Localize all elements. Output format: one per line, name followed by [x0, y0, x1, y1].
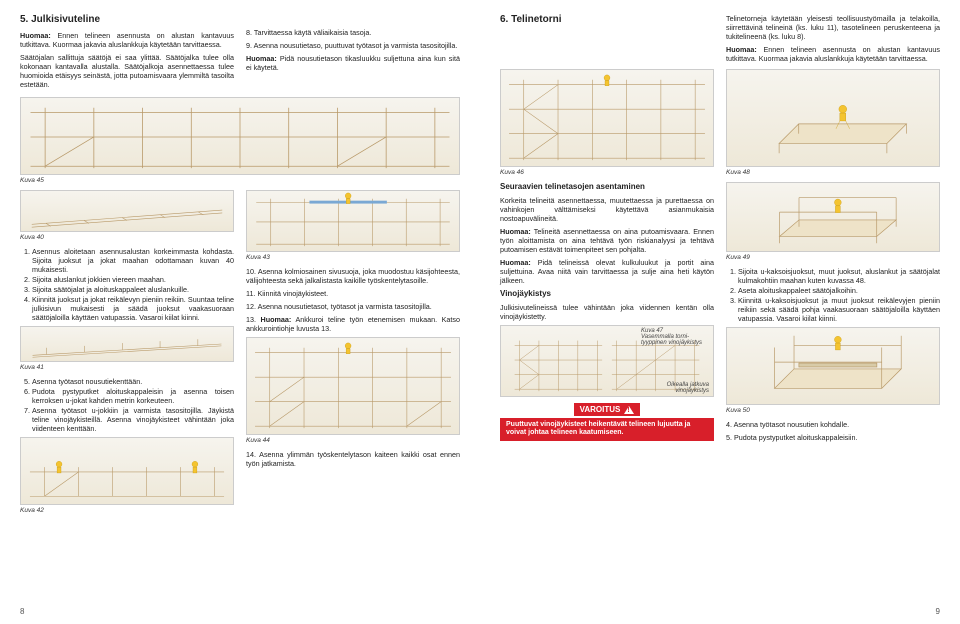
col-left-mid: Kuva 40 Asennus aloitetaan asennusalusta… — [20, 190, 234, 520]
col-right-top: 8. Tarvittaessa käytä väliaikaisia tasoj… — [246, 14, 460, 93]
top-columns-r: 6. Telinetorni Telinetorneja käytetään y… — [500, 14, 940, 67]
sec5-p5b: Pidä nousutietason tikasluukku suljettun… — [246, 54, 460, 72]
sec6-p7: 4. Asenna työtasot nousutien kohdalle. — [726, 420, 940, 429]
sec6-p5b: Pidä telineissä olevat kulkuluukut ja po… — [500, 258, 714, 285]
page-right: 6. Telinetorni Telinetorneja käytetään y… — [480, 0, 960, 624]
figure-49 — [726, 182, 940, 252]
sec5-p1: Huomaa: Ennen telineen asennusta on alus… — [20, 31, 234, 49]
sec6-p2: Huomaa: Ennen telineen asennusta on alus… — [726, 45, 940, 63]
figure-42 — [20, 437, 234, 505]
l2-6: Pudota pystyputket aloituskappaleisin ja… — [32, 387, 234, 405]
sec6-p3: Korkeita telineitä asennettaessa, muutet… — [500, 196, 714, 223]
caption-43: Kuva 43 — [246, 254, 460, 261]
sec6-h2: Seuraavien telinetasojen asentaminen — [500, 182, 714, 192]
page-left: 5. Julkisivuteline Huomaa: Ennen telinee… — [0, 0, 480, 624]
figure-44 — [246, 337, 460, 435]
top-columns: 5. Julkisivuteline Huomaa: Ennen telinee… — [20, 14, 460, 93]
sec6-p4b: Telineitä asennettaessa on aina putoamis… — [500, 227, 714, 254]
sec5-p9: 13. Huomaa: Ankkuroi teline työn etenemi… — [246, 315, 460, 333]
wrap-48: Kuva 48 — [726, 69, 940, 182]
sec5-list1: Asennus aloitetaan asennusalustan korkei… — [20, 247, 234, 322]
sec5-p4: 9. Asenna nousutietaso, puuttuvat työtas… — [246, 41, 460, 50]
warning-badge: VAROITUS — [574, 403, 641, 416]
caption-40: Kuva 40 — [20, 234, 234, 241]
warning-title: VAROITUS — [580, 405, 621, 414]
figure-43 — [246, 190, 460, 252]
col-left-top: 5. Julkisivuteline Huomaa: Ennen telinee… — [20, 14, 234, 93]
caption-48: Kuva 48 — [726, 169, 940, 176]
sec6-p6: Julkisivutelineissä tulee vähintään joka… — [500, 303, 714, 321]
sec5-p3: 8. Tarvittaessa käytä väliaikaisia tasoj… — [246, 28, 460, 37]
sec6-p4: Huomaa: Telineitä asennettaessa on aina … — [500, 227, 714, 254]
warning-triangle-icon — [624, 406, 634, 414]
sec6-title: 6. Telinetorni — [500, 14, 714, 25]
l1-4: Kiinnitä juoksut ja jokat reikälevyn pie… — [32, 295, 234, 322]
caption-47b: Vasemmalla torni-tyyppinen vinojäykistys — [641, 334, 711, 346]
sec5-title: 5. Julkisivuteline — [20, 14, 234, 25]
caption-47c: Oikealla jatkuva vinojäykistys — [649, 382, 709, 394]
page-num-left: 8 — [20, 607, 24, 616]
sec6-p2b: Ennen telineen asennusta on alustan kant… — [726, 45, 940, 63]
caption-47-wrap: Kuva 47 Vasemmalla torni-tyyppinen vinoj… — [641, 328, 711, 346]
col-rl-mid: Seuraavien telinetasojen asentaminen Kor… — [500, 182, 714, 446]
figure-45 — [20, 97, 460, 175]
l1-1: Asennus aloitetaan asennusalustan korkei… — [32, 247, 234, 274]
caption-45: Kuva 45 — [20, 177, 460, 184]
warning-wrap: VAROITUS — [500, 403, 714, 418]
sec6-p8: 5. Pudota pystyputket aloituskappaleisii… — [726, 433, 940, 442]
caption-42: Kuva 42 — [20, 507, 234, 514]
col-rr-top: Telinetorneja käytetään yleisesti teolli… — [726, 14, 940, 67]
l2-5: Asenna työtasot nousutiekenttään. — [32, 377, 234, 386]
sec5-p7: 11. Kiinnitä vinojäykisteet. — [246, 289, 460, 298]
sec5-p2: Säätöjalan sallittuja säätöjä ei saa yli… — [20, 53, 234, 89]
sec6-p5a: Huomaa: — [500, 258, 531, 267]
caption-50: Kuva 50 — [726, 407, 940, 414]
caption-44: Kuva 44 — [246, 437, 460, 444]
sec5-p9b: Huomaa: — [261, 315, 292, 324]
sec6-h3: Vinojäykistys — [500, 289, 714, 299]
mid-columns: Kuva 40 Asennus aloitetaan asennusalusta… — [20, 190, 460, 520]
sec5-p10: 14. Asenna ylimmän työskentelytason kait… — [246, 450, 460, 468]
sec5-list2: Asenna työtasot nousutiekenttään. Pudota… — [20, 377, 234, 433]
caption-41: Kuva 41 — [20, 364, 234, 371]
sec6-p5: Huomaa: Pidä telineissä olevat kulkuluuk… — [500, 258, 714, 285]
l1-2: Sijoita aluslankut jokkien viereen maaha… — [32, 275, 234, 284]
col-right-mid: Kuva 43 10. Asenna kolmiosainen sivusuoj… — [246, 190, 460, 520]
col-rl-top: 6. Telinetorni — [500, 14, 714, 67]
l1-3: Sijoita säätöjalat ja aloituskappaleet a… — [32, 285, 234, 294]
figure-50 — [726, 327, 940, 405]
col-rr-mid: Kuva 49 Sijoita u-kaksoisjuoksut, muut j… — [726, 182, 940, 446]
sec5-p8: 12. Asenna nousutietasot, työtasot ja va… — [246, 302, 460, 311]
sec6-list3: Sijoita u-kaksoisjuoksut, muut juoksut, … — [726, 267, 940, 323]
mid-columns-r: Seuraavien telinetasojen asentaminen Kor… — [500, 182, 940, 446]
sec5-p1b: Ennen telineen asennusta on alustan kant… — [20, 31, 234, 49]
caption-46: Kuva 46 — [500, 169, 714, 176]
page-num-right: 9 — [936, 607, 940, 616]
figure-40 — [20, 190, 234, 232]
sec6-p2a: Huomaa: — [726, 45, 757, 54]
figure-46 — [500, 69, 714, 167]
wrap-46: Kuva 46 — [500, 69, 714, 182]
fig-row-1: Kuva 46 Kuva 48 — [500, 69, 940, 182]
figure-48 — [726, 69, 940, 167]
sec5-p1a: Huomaa: — [20, 31, 51, 40]
l3-3: Kiinnitä u-kaksoisjuoksut ja muut juoksu… — [738, 296, 940, 323]
warning-text: Puuttuvat vinojäykisteet heikentävät tel… — [500, 418, 714, 441]
figure-47: Kuva 47 Vasemmalla torni-tyyppinen vinoj… — [500, 325, 714, 397]
sec6-p1: Telinetorneja käytetään yleisesti teolli… — [726, 14, 940, 41]
sec5-p5: Huomaa: Pidä nousutietason tikasluukku s… — [246, 54, 460, 72]
l3-2: Aseta aloituskappaleet säätöjalkoihin. — [738, 286, 940, 295]
l2-7: Asenna työtasot u-jokkiin ja varmista ta… — [32, 406, 234, 433]
l3-1: Sijoita u-kaksoisjuoksut, muut juoksut, … — [738, 267, 940, 285]
sec5-p9a: 13. — [246, 315, 261, 324]
sec5-p6: 10. Asenna kolmiosainen sivusuoja, joka … — [246, 267, 460, 285]
figure-41 — [20, 326, 234, 362]
sec5-p5a: Huomaa: — [246, 54, 277, 63]
caption-49: Kuva 49 — [726, 254, 940, 261]
sec6-p4a: Huomaa: — [500, 227, 531, 236]
